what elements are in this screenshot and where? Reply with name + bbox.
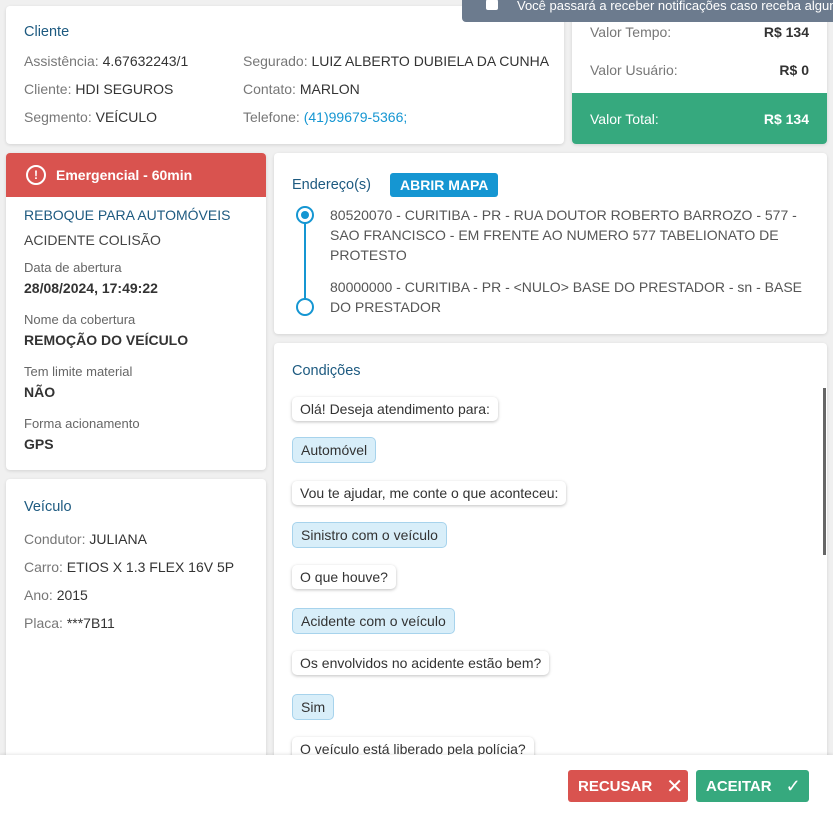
servico-subtipo: ACIDENTE COLISÃO [24, 232, 161, 248]
user-message: Sinistro com o veículo [292, 522, 447, 548]
segmento: Segmento: VEÍCULO [24, 109, 158, 125]
field-value: REMOÇÃO DO VEÍCULO [24, 332, 189, 348]
ano: Ano: 2015 [24, 587, 88, 603]
origin-dot-icon [296, 206, 314, 224]
bell-icon [486, 0, 498, 10]
bot-message: O que houve? [292, 565, 396, 589]
user-message: Sim [292, 694, 335, 720]
condutor: Condutor: JULIANA [24, 531, 147, 547]
telefone-link[interactable]: (41)99679-5366; [303, 109, 408, 125]
veiculo-card: Veículo Condutor: JULIANA Carro: ETIOS X… [6, 479, 266, 779]
close-icon: ✕ [666, 775, 683, 798]
veiculo-title: Veículo [24, 499, 72, 515]
bot-message: Os envolvidos no acidente estão bem? [292, 651, 550, 675]
bot-message: Vou te ajudar, me conte o que aconteceu: [292, 481, 567, 505]
field-value: 28/08/2024, 17:49:22 [24, 280, 158, 296]
field-label: Data de abertura [24, 260, 122, 275]
cliente-card: Cliente Assistência: 4.67632243/1 Client… [6, 6, 564, 144]
servico-card: ! Emergencial - 60min REBOQUE PARA AUTOMÓ… [6, 153, 266, 470]
field-label: Tem limite material [24, 364, 133, 379]
bot-message: Olá! Deseja atendimento para: [292, 397, 498, 421]
emergency-badge: ! Emergencial - 60min [6, 153, 266, 197]
assistencia: Assistência: 4.67632243/1 [24, 53, 189, 69]
destination-dot-icon [296, 298, 314, 316]
address-item: 80520070 - CURITIBA - PR - RUA DOUTOR RO… [330, 207, 797, 263]
enderecos-card: Endereço(s) ABRIR MAPA 80520070 - CURITI… [274, 153, 827, 334]
enderecos-title: Endereço(s) [292, 177, 371, 193]
user-message: Automóvel [292, 437, 377, 463]
scrollbar[interactable] [823, 388, 826, 555]
valor-usuario: Valor Usuário: R$ 0 [590, 62, 809, 78]
field-label: Nome da cobertura [24, 312, 136, 327]
condicoes-title: Condições [292, 363, 361, 379]
aceitar-button[interactable]: ACEITAR ✓ [696, 770, 809, 802]
placa: Placa: ***7B11 [24, 615, 115, 631]
check-icon: ✓ [785, 775, 801, 796]
segurado: Segurado: LUIZ ALBERTO DUBIELA DA CUNHA [243, 53, 550, 69]
route-line [304, 223, 306, 305]
telefone: Telefone: (41)99679-5366; [243, 109, 408, 125]
field-value: NÃO [24, 384, 56, 400]
condicoes-card: Condições Olá! Deseja atendimento para: … [274, 343, 827, 783]
cliente: Cliente: HDI SEGUROS [24, 81, 174, 97]
user-message: Acidente com o veículo [292, 608, 455, 634]
footer-bar: RECUSAR ✕ ACEITAR ✓ [0, 755, 833, 813]
field-label: Forma acionamento [24, 416, 140, 431]
servico-tipo: REBOQUE PARA AUTOMÓVEIS [24, 207, 231, 223]
cliente-title: Cliente [24, 24, 70, 40]
valores-card: Valor Tempo: R$ 134 Valor Usuário: R$ 0 Va… [572, 0, 827, 144]
valor-tempo: Valor Tempo: R$ 134 [590, 24, 809, 40]
notification-toast[interactable]: Você passará a receber notificações caso… [462, 0, 833, 22]
abrir-mapa-button[interactable]: ABRIR MAPA [390, 173, 499, 197]
carro: Carro: ETIOS X 1.3 FLEX 16V 5P [24, 559, 235, 575]
field-value: GPS [24, 436, 54, 452]
valor-total: Valor Total: R$ 134 [572, 93, 827, 144]
alert-icon: ! [26, 165, 46, 185]
recusar-button[interactable]: RECUSAR ✕ [568, 770, 688, 802]
address-item: 80000000 - CURITIBA - PR - <NULO> BASE D… [330, 279, 803, 315]
contato: Contato: MARLON [243, 81, 360, 97]
